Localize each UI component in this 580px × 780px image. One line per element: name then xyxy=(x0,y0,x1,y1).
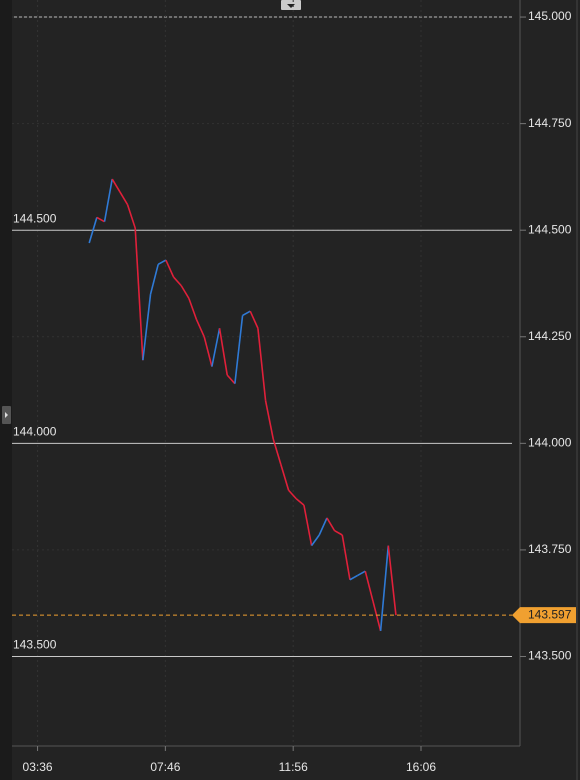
y-tick-label: 143.500 xyxy=(528,649,572,663)
price-segment xyxy=(218,328,229,376)
price-segment xyxy=(157,259,167,265)
y-tick-label: 144.250 xyxy=(528,329,572,343)
price-segment xyxy=(142,294,152,361)
y-tick-label: 144.750 xyxy=(528,116,572,130)
price-segment xyxy=(249,310,259,329)
expand-icon xyxy=(5,412,8,418)
price-segment xyxy=(326,517,336,532)
price-segment xyxy=(272,438,282,465)
price-segment xyxy=(303,504,313,546)
price-segment xyxy=(111,178,121,193)
price-segment xyxy=(387,545,397,616)
price-segment xyxy=(203,336,213,367)
price-segment xyxy=(88,217,98,244)
price-segment xyxy=(295,498,305,506)
price-segment xyxy=(318,517,328,536)
last-price-tag xyxy=(512,607,576,624)
price-segment xyxy=(357,570,366,577)
level-label: 144.000 xyxy=(13,425,57,439)
price-segment xyxy=(195,319,205,338)
price-segment xyxy=(119,191,129,206)
left-strip xyxy=(0,0,12,780)
price-segment xyxy=(349,574,358,581)
x-tick-label: 07:46 xyxy=(150,760,180,774)
price-segment xyxy=(103,178,113,222)
price-segment xyxy=(310,534,320,547)
y-tick-label: 143.750 xyxy=(528,542,572,556)
price-segment xyxy=(234,315,244,384)
y-tick-label: 145.000 xyxy=(528,9,572,23)
level-label: 143.500 xyxy=(13,638,57,652)
price-segment xyxy=(188,298,198,320)
price-segment xyxy=(149,264,159,295)
level-label: 144.500 xyxy=(13,211,57,225)
price-segment xyxy=(165,259,175,278)
price-segment xyxy=(96,216,105,223)
price-segment xyxy=(334,530,343,536)
price-segment xyxy=(257,328,267,401)
price-segment xyxy=(242,310,251,317)
price-segment xyxy=(264,400,275,440)
price-segment xyxy=(172,276,182,287)
price-segment xyxy=(126,204,136,229)
x-tick-label: 16:06 xyxy=(406,760,436,774)
price-segment xyxy=(287,489,297,500)
price-segment xyxy=(364,571,374,602)
y-tick-label: 144.500 xyxy=(528,222,572,236)
price-segment xyxy=(211,328,221,367)
y-tick-label: 144.000 xyxy=(528,436,572,450)
price-segment xyxy=(379,545,390,631)
last-price-label: 143.597 xyxy=(528,607,572,621)
price-segment xyxy=(226,374,236,385)
x-tick-label: 03:36 xyxy=(23,760,53,774)
price-segment xyxy=(372,600,382,632)
x-tick-label: 11:56 xyxy=(279,760,308,774)
price-segment xyxy=(280,464,290,491)
price-segment xyxy=(134,228,144,361)
price-segment xyxy=(180,285,190,299)
price-segment xyxy=(341,534,351,580)
